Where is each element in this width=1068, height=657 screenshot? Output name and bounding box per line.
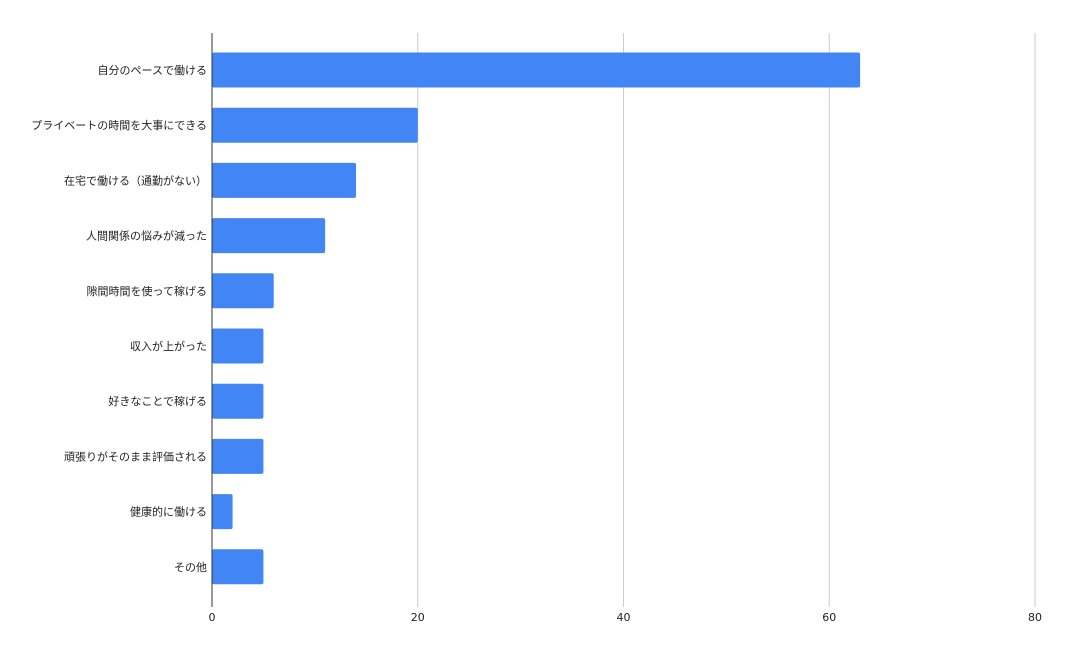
- x-tick-label: 60: [822, 611, 836, 624]
- x-tick-labels: 0 20 40 60 80: [209, 611, 1043, 624]
- category-label: 自分のペースで働ける: [98, 64, 207, 77]
- category-label: 隙間時間を使って稼げる: [87, 284, 207, 298]
- category-label: その他: [174, 561, 207, 574]
- bar: [212, 549, 264, 585]
- bar: [212, 107, 418, 143]
- gridlines: [417, 33, 1036, 607]
- category-label: 人間関係の悩みが減った: [86, 229, 207, 243]
- category-label: 好きなことで稼げる: [108, 394, 207, 408]
- bar: [212, 218, 326, 254]
- bar: [212, 162, 357, 198]
- bar: [212, 494, 233, 530]
- category-label: 在宅で働ける（通勤がない）: [64, 173, 207, 187]
- x-tick-label: 80: [1028, 611, 1042, 624]
- bar: [212, 438, 264, 474]
- category-label: 健康的に働ける: [130, 505, 207, 519]
- x-tick-label: 0: [209, 611, 216, 624]
- bar: [212, 52, 861, 88]
- bar: [212, 383, 264, 419]
- category-label: 収入が上がった: [130, 339, 207, 353]
- bar: [212, 328, 264, 364]
- category-label: プライベートの時間を大事にできる: [31, 118, 207, 132]
- x-tick-label: 20: [411, 611, 425, 624]
- bar: [212, 273, 274, 309]
- bars: [212, 52, 861, 585]
- category-label: 頑張りがそのまま評価される: [64, 449, 207, 463]
- x-tick-label: 40: [617, 611, 631, 624]
